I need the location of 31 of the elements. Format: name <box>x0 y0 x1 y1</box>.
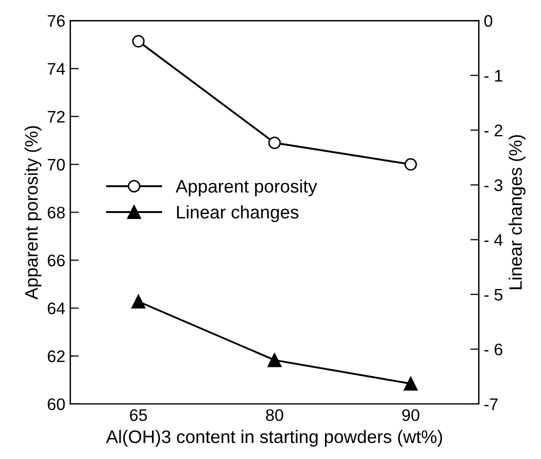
point <box>404 158 417 171</box>
point <box>131 294 146 308</box>
point <box>268 353 282 368</box>
y-tick-label: 76 <box>48 15 65 27</box>
point <box>132 35 145 48</box>
y-axis-title: Apparent porosity (%) <box>24 126 42 300</box>
y-tick-label: 64 <box>48 302 65 314</box>
y-tick-label: 62 <box>48 350 65 362</box>
x-tick-label: 80 <box>266 409 284 422</box>
x-tick-label: 90 <box>402 409 420 422</box>
y2-axis-title: Linear changes (%) <box>508 135 526 290</box>
y2-tick-label: - 2 <box>484 124 502 136</box>
x-tick-label: 65 <box>130 409 147 422</box>
y2-tick-label: - 1 <box>484 70 502 82</box>
y2-tick-label: - 6 <box>484 344 502 356</box>
y2-tick-label: - 5 <box>484 288 502 301</box>
y-tick-label: 68 <box>48 206 65 218</box>
y-tick-label: 72 <box>48 110 65 123</box>
legend-label: Apparent porosity <box>176 179 318 196</box>
y-tick-label: 66 <box>48 254 65 266</box>
point <box>268 136 281 150</box>
y-tick-label: 60 <box>48 398 65 410</box>
y-tick-label: 74 <box>48 63 65 75</box>
y2-tick-label: - 4 <box>484 234 503 246</box>
y2-tick-label: -7 <box>484 398 498 410</box>
y-tick-label: 70 <box>48 158 65 171</box>
x-axis-title: Al(OH)3 content in starting powders (wt%) <box>106 430 442 447</box>
y2-tick-label: - 3 <box>484 179 502 192</box>
point <box>404 376 418 391</box>
legend-label: Linear changes <box>177 205 298 222</box>
y2-tick-label: 0 <box>484 15 492 27</box>
